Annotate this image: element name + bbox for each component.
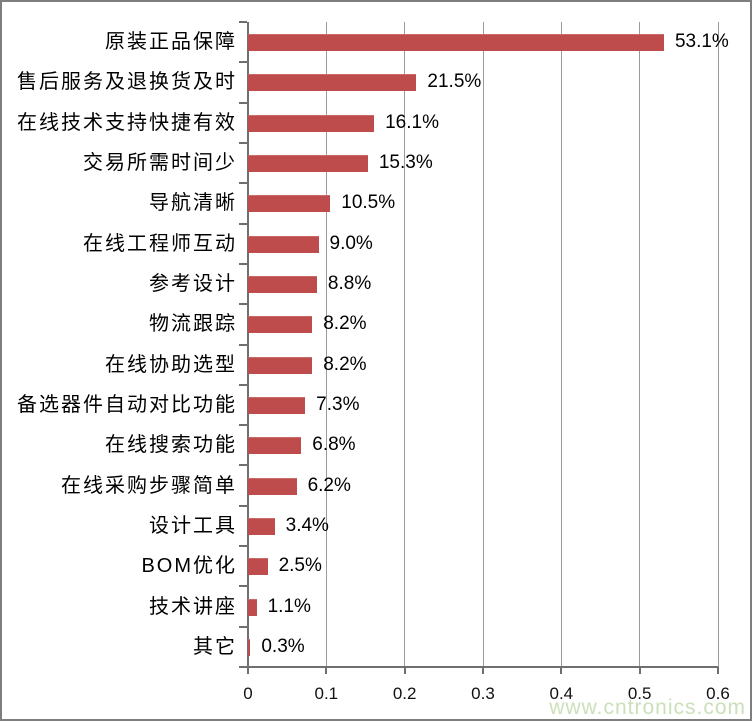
y-axis-tick: [239, 141, 247, 144]
gridline: [482, 22, 484, 667]
category-label: BOM优化: [141, 555, 237, 578]
x-axis-tick: [717, 667, 719, 674]
x-axis-tick: [560, 667, 563, 674]
y-axis-line: [247, 22, 249, 667]
y-axis-tick: [239, 464, 247, 467]
category-label: 原装正品保障: [105, 31, 237, 54]
bar: [248, 517, 275, 535]
category-label: 在线协助选型: [105, 353, 237, 376]
bar: [248, 638, 251, 656]
value-label: 6.2%: [307, 474, 351, 496]
y-axis-tick: [239, 625, 247, 628]
category-label: 在线技术支持快捷有效: [17, 111, 237, 134]
bar: [248, 114, 375, 132]
bar: [248, 477, 297, 495]
bar: [248, 155, 368, 173]
y-axis-tick: [239, 666, 247, 668]
value-label: 16.1%: [385, 111, 439, 133]
y-axis-tick: [239, 424, 247, 427]
category-label: 在线工程师互动: [83, 232, 237, 255]
bar: [248, 34, 664, 52]
x-axis-tick: [247, 667, 249, 674]
gridline: [560, 22, 562, 667]
x-tick-label: 0: [243, 684, 253, 703]
category-label: 交易所需时间少: [83, 152, 237, 175]
x-axis-tick: [403, 667, 406, 674]
category-label: 参考设计: [149, 273, 237, 296]
x-tick-label: 0.6: [706, 684, 730, 703]
y-axis-tick: [239, 222, 247, 225]
x-tick-label: 0.1: [314, 684, 339, 703]
y-axis-tick: [239, 262, 247, 265]
y-axis-tick: [239, 383, 247, 386]
gridline: [404, 22, 406, 667]
value-label: 1.1%: [267, 595, 311, 617]
gridline: [639, 22, 641, 667]
x-axis-tick: [325, 667, 328, 674]
x-tick-label: 0.4: [549, 684, 574, 703]
x-tick-label: 0.5: [627, 684, 652, 703]
category-label: 其它: [193, 635, 237, 658]
y-axis-tick: [239, 585, 247, 588]
category-label: 备选器件自动对比功能: [17, 393, 237, 416]
bar: [248, 195, 331, 213]
category-label: 在线采购步骤简单: [61, 474, 237, 497]
y-axis-tick: [239, 101, 247, 104]
x-tick-label: 0.3: [471, 684, 495, 703]
bar: [248, 235, 319, 253]
value-label: 15.3%: [378, 152, 433, 174]
x-axis-tick: [482, 667, 484, 674]
bar: [248, 598, 257, 616]
y-axis-tick: [239, 61, 247, 64]
y-axis-tick: [239, 545, 247, 548]
bar: [248, 437, 302, 455]
bar: [248, 396, 306, 414]
y-axis-tick: [239, 21, 247, 23]
category-label: 在线搜索功能: [105, 434, 237, 457]
y-axis-tick: [239, 303, 247, 306]
category-label: 技术讲座: [149, 595, 237, 618]
category-label: 物流跟踪: [149, 313, 237, 336]
bar: [248, 276, 317, 294]
value-label: 7.3%: [316, 393, 360, 415]
gridline: [717, 22, 719, 667]
y-axis-tick: [239, 343, 247, 346]
x-tick-label: 0.2: [392, 684, 417, 703]
category-label: 设计工具: [149, 514, 237, 537]
value-label: 6.8%: [312, 434, 356, 456]
bar: [248, 74, 417, 92]
category-label: 导航清晰: [149, 192, 237, 215]
bar: [248, 316, 313, 334]
x-axis-line: [247, 666, 718, 668]
y-axis-tick: [239, 182, 247, 185]
bar: [248, 356, 313, 374]
watermark: www.cntronics.com: [549, 696, 746, 719]
value-label: 0.3%: [261, 635, 305, 657]
category-label: 售后服务及退换货及时: [17, 71, 237, 94]
value-label: 8.2%: [323, 353, 367, 375]
value-label: 3.4%: [285, 514, 329, 536]
bar: [248, 558, 268, 576]
value-label: 10.5%: [341, 192, 396, 214]
gridline: [325, 22, 327, 667]
value-label: 2.5%: [278, 555, 322, 577]
x-axis-tick: [638, 667, 641, 674]
value-label: 8.2%: [323, 313, 367, 335]
value-label: 9.0%: [329, 232, 373, 254]
y-axis-tick: [239, 504, 247, 507]
value-label: 8.8%: [327, 273, 372, 295]
value-label: 53.1%: [674, 31, 729, 53]
value-label: 21.5%: [427, 71, 482, 93]
